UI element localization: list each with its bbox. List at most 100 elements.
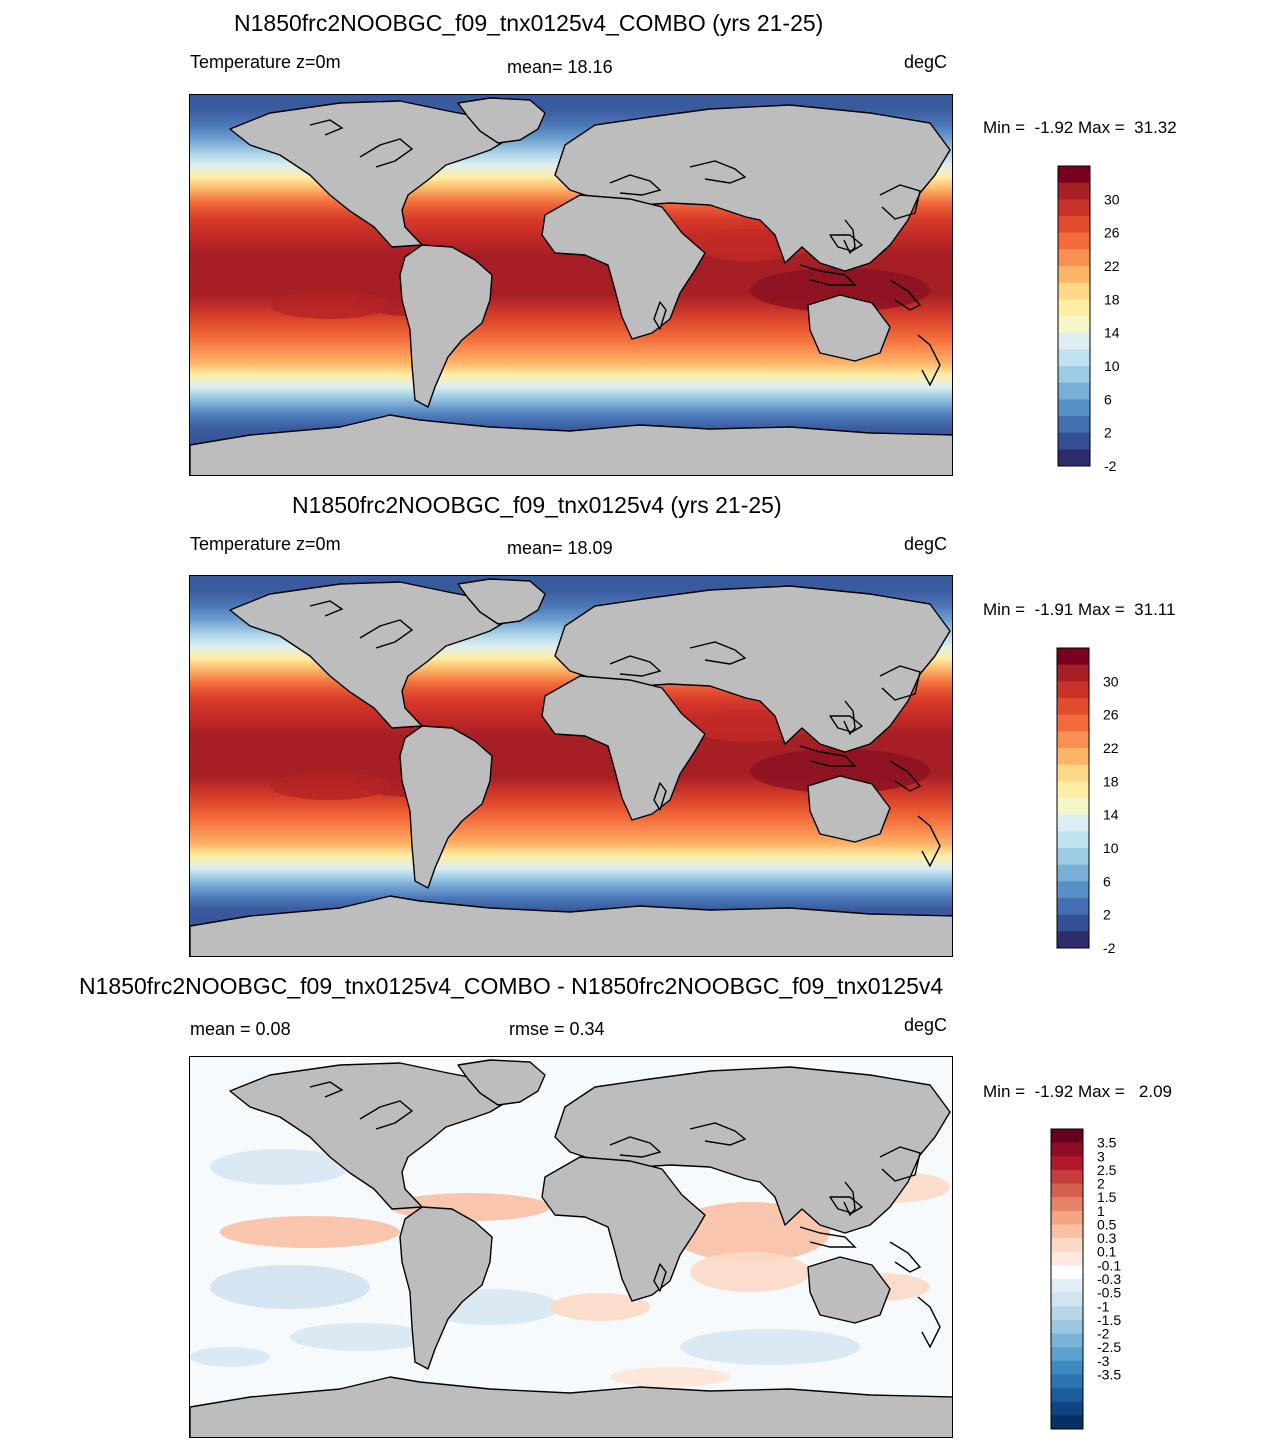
coastline [359,619,414,649]
colorbar-swatch [1051,1319,1083,1334]
units-label: degC [904,52,948,72]
map-svg [190,95,952,475]
colorbar-tick-label: 18 [1103,773,1119,789]
colorbar-swatch [1058,416,1090,434]
colorbar-swatch [1051,1347,1083,1362]
colorbar-swatch [1057,714,1089,732]
coastline [843,700,856,736]
colorbar-swatch [1051,1197,1083,1212]
colorbar-svg: 30 26 22 18 14 10 6 2 -2 [1056,647,1119,956]
colorbar-tick-label: 22 [1103,740,1119,756]
colorbar-swatch [1051,1374,1083,1389]
colorbar-swatch [1058,349,1090,367]
colorbar-tick-label: -2.5 [1097,1339,1121,1355]
units-label: degC [904,1015,948,1035]
landmass [807,775,891,843]
panel-title: N1850frc2NOOBGC_f09_tnx0125v4_COMBO - N1… [79,973,944,999]
coastline [309,600,344,617]
difference-region [210,1265,370,1309]
colorbar-tick-label: 3.5 [1097,1135,1117,1151]
coastline [799,264,857,286]
colorbar-swatch [1057,814,1089,832]
colorbar-tick-label: 10 [1103,840,1119,856]
mean-label: mean = 0.08 [190,1019,291,1039]
colorbar-tick-label: 3 [1097,1148,1105,1164]
colorbar-swatch [1051,1279,1083,1294]
colorbar-tick-label: 2.5 [1097,1162,1117,1178]
landmass [457,97,546,144]
colorbar-swatch [1051,1183,1083,1198]
colorbar-tick-label: -3 [1097,1353,1110,1369]
colorbar: 30 26 22 18 14 10 6 2 -2 [1056,647,1177,956]
landmass [190,414,952,475]
colorbar-swatch [1057,898,1089,916]
colorbar-tick-label: -0.3 [1097,1271,1121,1287]
colorbar-swatch [1051,1129,1083,1144]
minmax-label: Min = -1.91 Max = 31.11 [983,600,1176,619]
mean-label: mean= 18.09 [507,538,613,558]
colorbar-swatch [1057,864,1089,882]
difference-region [220,1216,400,1248]
colorbar-swatch [1051,1224,1083,1239]
coastline [609,655,662,677]
difference-region [610,1367,730,1387]
colorbar-tick-label: 0.5 [1097,1217,1117,1233]
difference-region [550,1293,650,1321]
difference-region [680,1329,860,1365]
colorbar-swatch [1057,881,1089,899]
coastline [689,641,747,665]
colorbar-tick-label: 14 [1103,807,1119,823]
colorbar-tick-label: 30 [1103,673,1119,689]
landmass [807,294,891,362]
coastline [889,279,922,311]
colorbar-swatch [1057,664,1089,682]
colorbar: 30 26 22 18 14 10 6 2 -2 [1057,165,1178,474]
map-svg [190,576,952,956]
landmass [229,100,516,248]
difference-region [690,1252,810,1292]
colorbar-tick-label: 30 [1104,191,1120,207]
landmass [653,1263,667,1292]
colorbar-swatch [1057,681,1089,699]
coastline [689,160,747,184]
coastline [879,665,921,701]
coastline [799,1226,857,1248]
colorbar-swatch [1051,1251,1083,1266]
landmass [399,244,493,408]
colorbar-tick-label: 2 [1104,425,1112,441]
colorbar-swatch [1051,1169,1083,1184]
minmax-label: Min = -1.92 Max = 31.32 [983,118,1177,137]
colorbar-swatch [1057,781,1089,799]
colorbar-tick-label: -2 [1097,1326,1110,1342]
coastline [843,1181,856,1217]
colorbar-swatch [1057,698,1089,716]
colorbar-tick-label: 6 [1104,391,1112,407]
colorbar-swatch [1051,1142,1083,1157]
colorbar-tick-label: 10 [1104,358,1120,374]
difference-region [190,1347,270,1367]
colorbar-swatch [1058,282,1090,300]
panel-control: N1850frc2NOOBGC_f09_tnx0125v4 (yrs 21-25… [189,492,1177,957]
coastline [879,1146,921,1182]
colorbar-swatch [1051,1401,1083,1416]
colorbar-swatch [1058,182,1090,200]
colorbar-swatch [1057,764,1089,782]
landmass [653,301,667,330]
coastline [309,1081,344,1098]
colorbar-swatch [1058,299,1090,317]
landmass [653,782,667,811]
colorbar-tick-label: 14 [1104,325,1120,341]
colorbar-swatch [1058,266,1090,284]
colorbar-swatch [1058,316,1090,334]
colorbar-swatch [1058,332,1090,350]
colorbar-swatch [1051,1265,1083,1280]
coastline [309,119,344,136]
colorbar-tick-label: -0.1 [1097,1257,1121,1273]
colorbar-tick-label: 18 [1104,291,1120,307]
colorbar-swatch [1051,1306,1083,1321]
diff-map [189,1056,953,1438]
coastline [879,184,921,220]
colorbar-tick-label: 2 [1103,907,1111,923]
difference-region [210,1149,350,1185]
